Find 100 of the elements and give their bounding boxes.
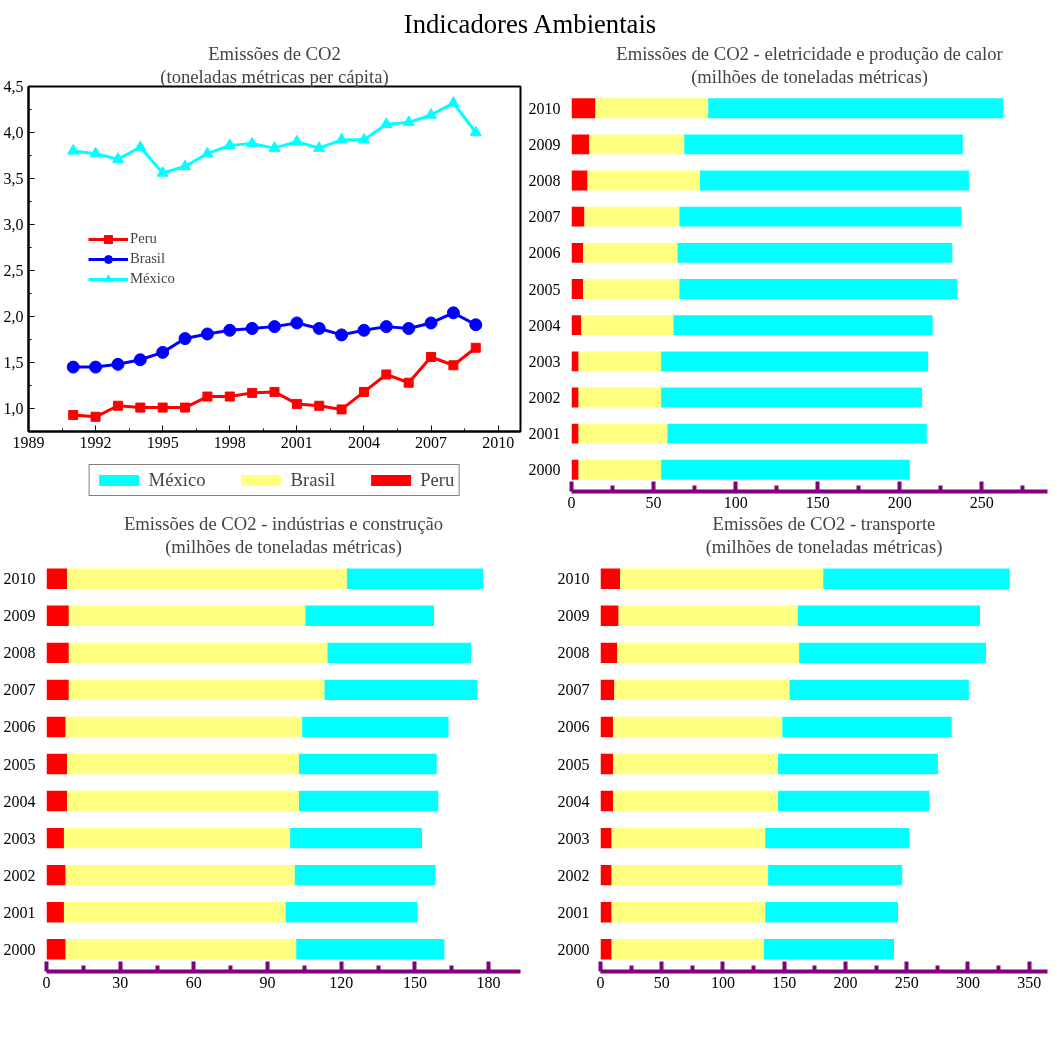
y-tick-label: 2008 (3, 644, 36, 662)
x-tick-label: 2004 (347, 433, 380, 451)
y-tick-label: 2009 (528, 135, 561, 153)
x-tick-label: 1989 (12, 433, 45, 451)
bar (661, 387, 923, 408)
point (380, 117, 393, 128)
bar (578, 351, 662, 372)
bar (679, 279, 958, 299)
bar (765, 902, 898, 923)
x-tick-label: 350 (1017, 973, 1042, 991)
x-tick-label: 300 (955, 973, 980, 991)
bar (612, 790, 779, 812)
point (156, 166, 169, 177)
y-tick-label: 2002 (557, 866, 590, 884)
y-tick-label: 2004 (557, 792, 590, 810)
bar (600, 790, 613, 812)
point (402, 115, 415, 127)
y-tick-label: 2001 (557, 903, 590, 921)
bar (612, 753, 779, 775)
point (426, 351, 437, 362)
point (180, 402, 191, 413)
point (223, 323, 237, 337)
x-tick-label: 0 (596, 973, 605, 991)
bar (46, 605, 69, 626)
y-tick-label: 2005 (3, 755, 36, 773)
point (357, 133, 370, 144)
bar (327, 642, 472, 664)
point (448, 360, 459, 371)
bar (600, 642, 618, 664)
bar (324, 679, 478, 701)
bar (600, 864, 612, 886)
point (66, 360, 80, 374)
y-tick-label: 2008 (557, 644, 590, 662)
x-tick-label: 1998 (213, 433, 246, 451)
chart-title: Emissões de CO2 - indústrias e construção (123, 512, 444, 534)
y-tick-label: 2004 (528, 316, 561, 334)
point (133, 353, 147, 367)
y-tick-label: 4,5 (3, 78, 24, 95)
y-tick-label: 2009 (3, 607, 36, 625)
bar (46, 864, 66, 886)
y-tick-label: 2000 (3, 940, 36, 958)
chart-subtitle: (milhões de toneladas métricas) (691, 65, 928, 88)
bar (571, 134, 590, 155)
point (89, 360, 103, 374)
x-tick-label: 50 (653, 973, 670, 991)
bar (305, 605, 435, 626)
bar (578, 387, 662, 408)
bar (46, 790, 68, 812)
bar (571, 459, 579, 480)
point (90, 411, 101, 422)
legend-label: México (148, 469, 206, 491)
bar (571, 387, 579, 408)
point (469, 125, 482, 137)
point (357, 323, 371, 337)
bar (700, 170, 969, 191)
point (268, 320, 281, 334)
bar (584, 206, 680, 227)
bar (778, 790, 930, 812)
bar (763, 939, 895, 960)
bar (600, 902, 612, 923)
y-tick-label: 2007 (557, 681, 590, 699)
y-tick-label: 2006 (528, 244, 561, 262)
bar (612, 716, 783, 738)
x-tick-label: 250 (969, 493, 994, 511)
text: Indicadores Ambientais (403, 8, 657, 41)
point (112, 400, 123, 411)
bar (68, 679, 325, 701)
bar (571, 279, 584, 299)
bar (611, 902, 766, 923)
bar (581, 315, 674, 336)
bar (294, 864, 436, 886)
point (111, 357, 125, 371)
y-tick-label: 2003 (528, 352, 561, 370)
legend-label: Brasil (290, 469, 336, 491)
x-tick-label: 150 (402, 973, 427, 991)
point (335, 133, 348, 144)
y-tick-label: 2001 (3, 903, 36, 921)
x-tick-label: 100 (723, 493, 748, 511)
x-tick-label: 100 (710, 973, 735, 991)
x-tick-label: 120 (329, 973, 354, 991)
x-tick-label: 60 (185, 973, 202, 991)
bar (823, 568, 1010, 589)
point (89, 146, 102, 158)
point (312, 321, 326, 335)
bar (571, 423, 579, 444)
x-tick-label: 50 (645, 493, 662, 511)
y-tick-label: 2003 (3, 829, 36, 847)
x-tick-label: 180 (476, 973, 501, 991)
x-tick-label: 2001 (280, 433, 313, 451)
bar (578, 423, 668, 444)
y-tick-label: 2006 (3, 718, 36, 736)
bar (600, 605, 619, 626)
bar (583, 242, 678, 263)
y-tick-label: 2008 (528, 172, 561, 190)
point (335, 328, 349, 342)
point (425, 108, 438, 119)
y-tick-label: 2009 (557, 607, 590, 625)
bar (46, 679, 69, 701)
bar (46, 827, 64, 849)
bar (571, 351, 579, 372)
